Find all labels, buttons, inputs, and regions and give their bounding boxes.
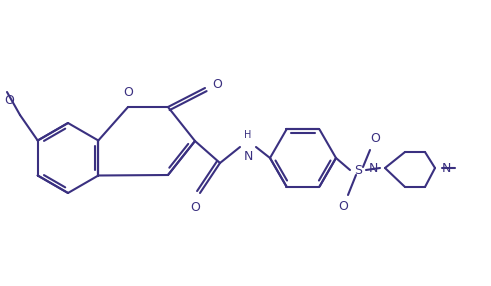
Text: N: N	[369, 162, 378, 174]
Text: H: H	[245, 130, 252, 140]
Text: O: O	[370, 132, 380, 145]
Text: N: N	[442, 162, 451, 174]
Text: O: O	[4, 94, 14, 107]
Text: S: S	[354, 164, 362, 176]
Text: O: O	[212, 78, 222, 92]
Text: N: N	[244, 150, 253, 163]
Text: O: O	[338, 200, 348, 213]
Text: O: O	[123, 86, 133, 99]
Text: O: O	[190, 201, 200, 214]
